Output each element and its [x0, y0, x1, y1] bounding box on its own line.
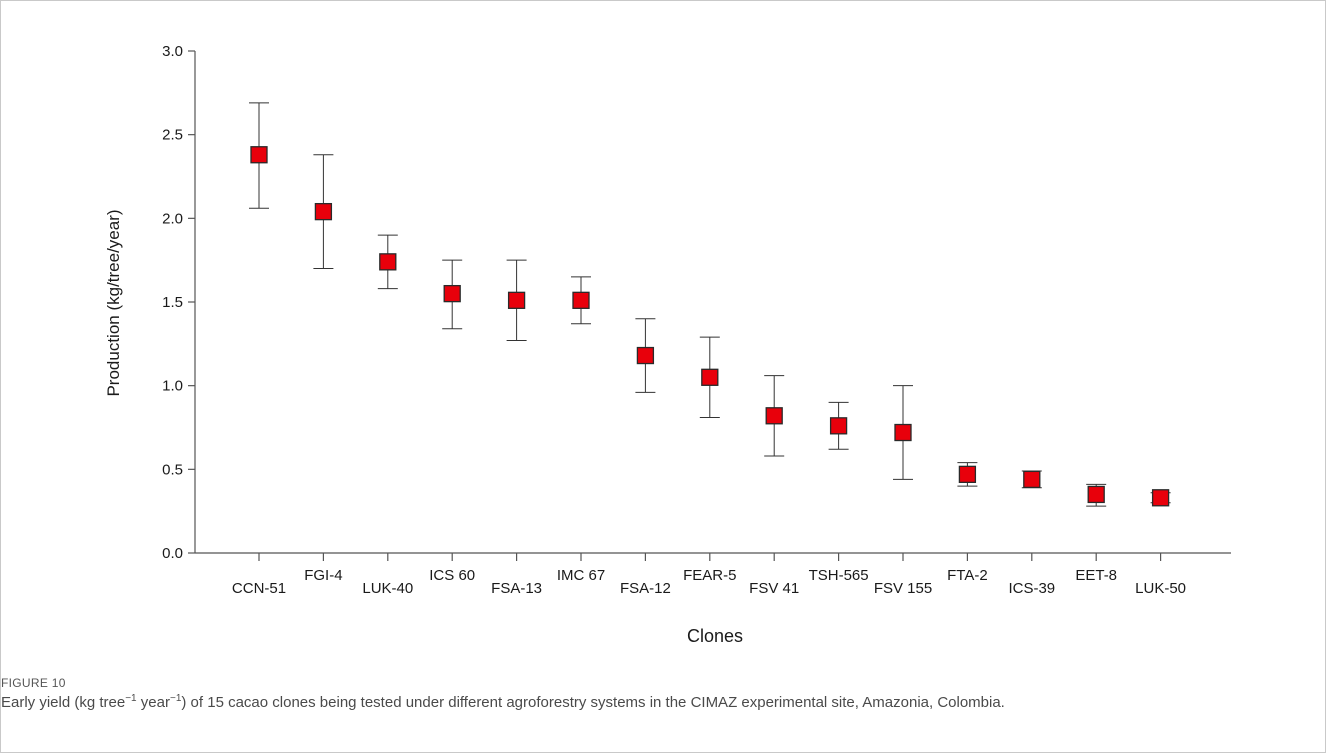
x-tick-label: ICS-39	[1008, 580, 1055, 597]
figure-label: FIGURE 10	[1, 676, 66, 690]
caption-text-3: ) of 15 cacao clones being tested under …	[181, 694, 1005, 711]
y-tick-label: 0.0	[162, 545, 183, 562]
data-point-marker	[636, 346, 655, 365]
x-tick-label: FTA-2	[947, 567, 988, 584]
data-point-marker	[1023, 470, 1041, 489]
data-point-marker	[829, 417, 848, 435]
x-tick-label: FSA-12	[620, 580, 671, 597]
chart-axes: 0.0 0.5 1.0 1.5 2.0 2.5 3.0 CCN-51 FGI-4 LUK-40 IC…	[162, 43, 1231, 597]
y-tick-label: 1.5	[162, 294, 183, 311]
data-point-marker	[443, 284, 461, 303]
x-axis-label: Clones	[687, 626, 743, 646]
data-point-marker	[314, 202, 333, 221]
data-point-marker	[1151, 489, 1170, 507]
caption-text-2: year	[136, 694, 170, 711]
y-tick-label: 1.0	[162, 378, 183, 395]
y-tick-label: 0.5	[162, 461, 183, 478]
x-tick-label: CCN-51	[232, 580, 286, 597]
data-point-marker	[894, 423, 912, 442]
data-point-marker	[572, 291, 590, 309]
data-point-marker	[701, 368, 719, 386]
y-tick-label: 2.0	[162, 210, 183, 227]
caption-superscript-1: −1	[125, 693, 137, 704]
data-point-marker	[379, 253, 397, 271]
x-tick-label: FSA-13	[491, 580, 542, 597]
x-tick-label: FSV 155	[874, 580, 932, 597]
y-tick-label: 3.0	[162, 43, 183, 60]
x-tick-label: TSH-565	[809, 567, 869, 584]
data-point-marker	[958, 465, 977, 484]
x-tick-label: EET-8	[1075, 567, 1117, 584]
caption-superscript-2: −1	[169, 693, 182, 704]
data-point-marker	[250, 146, 268, 164]
y-tick-label: 2.5	[162, 127, 183, 144]
data-point-marker	[507, 291, 526, 309]
x-tick-label: LUK-40	[362, 580, 413, 597]
x-tick-label: LUK-50	[1135, 580, 1186, 597]
y-axis-label: Production (kg/tree/year)	[104, 209, 123, 396]
data-point-marker	[765, 407, 783, 425]
x-tick-label: FGI-4	[304, 567, 342, 584]
figure-caption: Early yield (kg tree−1 year−1) of 15 cac…	[1, 692, 1301, 713]
x-tick-label: FSV 41	[749, 580, 799, 597]
caption-text-1: Early yield (kg tree	[1, 694, 126, 711]
x-tick-label: FEAR-5	[683, 567, 736, 584]
chart: 0.0 0.5 1.0 1.5 2.0 2.5 3.0 CCN-51 FGI-4 LUK-40 IC…	[104, 43, 1231, 646]
chart-marks	[249, 102, 1171, 507]
data-point-marker	[1087, 485, 1105, 504]
x-tick-label: IMC 67	[557, 567, 605, 584]
x-tick-label: ICS 60	[429, 567, 475, 584]
